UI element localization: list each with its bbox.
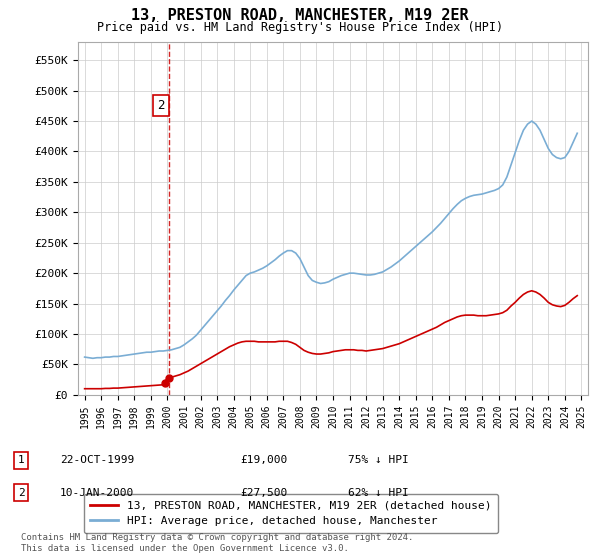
Text: £27,500: £27,500: [240, 488, 287, 498]
Text: 13, PRESTON ROAD, MANCHESTER, M19 2ER: 13, PRESTON ROAD, MANCHESTER, M19 2ER: [131, 8, 469, 22]
Text: 75% ↓ HPI: 75% ↓ HPI: [348, 455, 409, 465]
Text: £19,000: £19,000: [240, 455, 287, 465]
Legend: 13, PRESTON ROAD, MANCHESTER, M19 2ER (detached house), HPI: Average price, deta: 13, PRESTON ROAD, MANCHESTER, M19 2ER (d…: [83, 494, 498, 533]
Text: 22-OCT-1999: 22-OCT-1999: [60, 455, 134, 465]
Text: 2: 2: [157, 99, 164, 112]
Text: Contains HM Land Registry data © Crown copyright and database right 2024.
This d: Contains HM Land Registry data © Crown c…: [21, 533, 413, 553]
Text: Price paid vs. HM Land Registry's House Price Index (HPI): Price paid vs. HM Land Registry's House …: [97, 21, 503, 34]
Text: 1: 1: [17, 455, 25, 465]
Text: 10-JAN-2000: 10-JAN-2000: [60, 488, 134, 498]
Text: 62% ↓ HPI: 62% ↓ HPI: [348, 488, 409, 498]
Text: 2: 2: [17, 488, 25, 498]
